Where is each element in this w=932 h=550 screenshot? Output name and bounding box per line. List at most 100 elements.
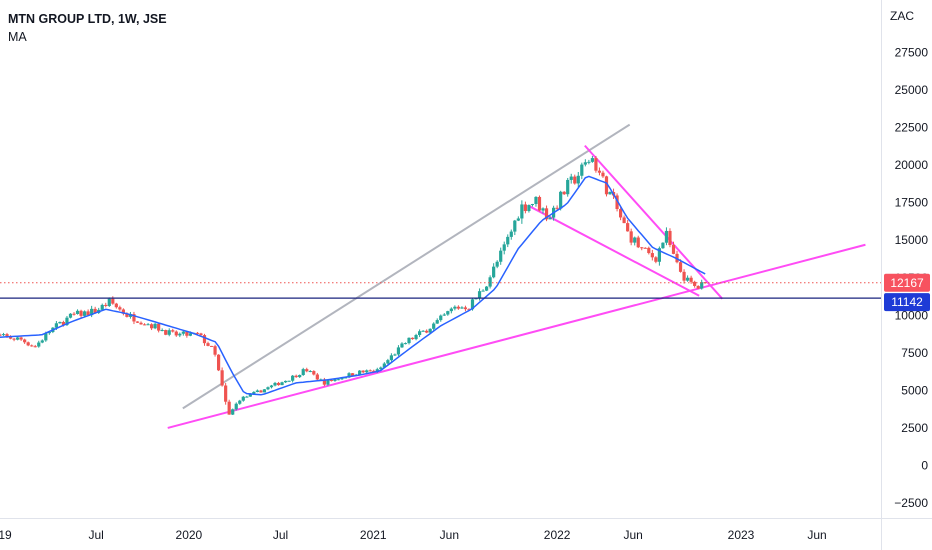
candle [537, 195, 542, 212]
y-tick-label: 7500 [901, 346, 928, 360]
candle [273, 381, 277, 387]
candle [442, 313, 446, 316]
candle [114, 302, 118, 309]
x-tick-label: Jun [624, 528, 643, 542]
y-tick-label: 27500 [895, 46, 929, 60]
candle [255, 389, 259, 393]
upper-channel-line[interactable] [182, 123, 631, 410]
candle [276, 381, 281, 386]
candle [26, 341, 30, 347]
candle [308, 370, 312, 373]
candle [322, 377, 326, 387]
y-tick-label: 15000 [895, 233, 929, 247]
candle [291, 374, 295, 383]
candle [231, 408, 235, 416]
candle [453, 305, 457, 311]
candle [132, 311, 136, 325]
candle [693, 280, 697, 288]
candle [594, 155, 598, 173]
candle [259, 389, 263, 393]
candle [654, 256, 658, 264]
candle [548, 216, 552, 220]
symbol-title: MTN GROUP LTD, 1W, JSE [8, 12, 167, 26]
rising-trendline[interactable] [167, 243, 866, 429]
candle [576, 172, 580, 188]
candle [107, 297, 111, 307]
candle [686, 275, 690, 282]
candle [266, 386, 270, 391]
candle [142, 323, 147, 326]
candle [90, 305, 94, 318]
candle [315, 372, 319, 381]
candle [544, 205, 549, 222]
candle [414, 333, 418, 341]
candle [488, 275, 492, 289]
candle [386, 358, 390, 365]
candle [139, 321, 143, 325]
candle [534, 196, 538, 207]
candle [492, 263, 496, 279]
candle [298, 374, 302, 379]
candle [523, 201, 527, 214]
candle [178, 332, 182, 338]
candle [481, 289, 485, 292]
y-tick-label: 20000 [895, 158, 929, 172]
candle [696, 285, 700, 290]
candle [403, 342, 408, 345]
candle [72, 312, 76, 316]
candle [657, 246, 661, 266]
candle [675, 250, 679, 264]
candle [661, 242, 665, 249]
candle [417, 329, 422, 338]
time-axis-background [0, 518, 932, 550]
candle [615, 193, 619, 212]
candle [238, 399, 242, 405]
candle [287, 380, 291, 382]
candle [312, 370, 316, 376]
candle [484, 286, 489, 292]
x-tick-label: Jul [89, 528, 104, 542]
candle [559, 190, 563, 211]
candle [68, 313, 73, 319]
wedge-upper-line[interactable] [584, 144, 724, 300]
candle [640, 246, 644, 251]
candle [365, 369, 369, 374]
candle [199, 332, 203, 336]
last-price-label: 12167 [890, 276, 924, 290]
candle [174, 330, 178, 337]
candle [626, 220, 630, 232]
candle [213, 344, 217, 357]
candle [463, 305, 468, 312]
support-price-label: 11142 [891, 295, 923, 309]
candle [209, 345, 214, 347]
candle [181, 330, 185, 336]
wedge-lower-line[interactable] [527, 204, 700, 297]
candle [636, 235, 640, 249]
candle [513, 219, 517, 236]
support-price-label-box [884, 293, 930, 312]
candle [135, 321, 140, 323]
y-tick-label: 22500 [895, 121, 929, 135]
candle [393, 353, 397, 356]
candle [241, 395, 245, 402]
candle [252, 391, 256, 394]
candle [149, 323, 154, 331]
candle [604, 175, 609, 197]
candle [456, 305, 460, 310]
last-price-label-box [884, 273, 930, 292]
candle [234, 402, 238, 411]
candle [541, 207, 545, 214]
x-tick-label: 2023 [728, 528, 755, 542]
candle [682, 269, 686, 284]
candle [633, 236, 637, 246]
candle [305, 367, 309, 373]
candle [643, 247, 647, 249]
candle [167, 328, 171, 337]
candle [269, 384, 274, 389]
candle [509, 229, 513, 240]
candle [30, 344, 34, 347]
candle [460, 306, 464, 309]
y-tick-label: 2500 [901, 421, 928, 435]
